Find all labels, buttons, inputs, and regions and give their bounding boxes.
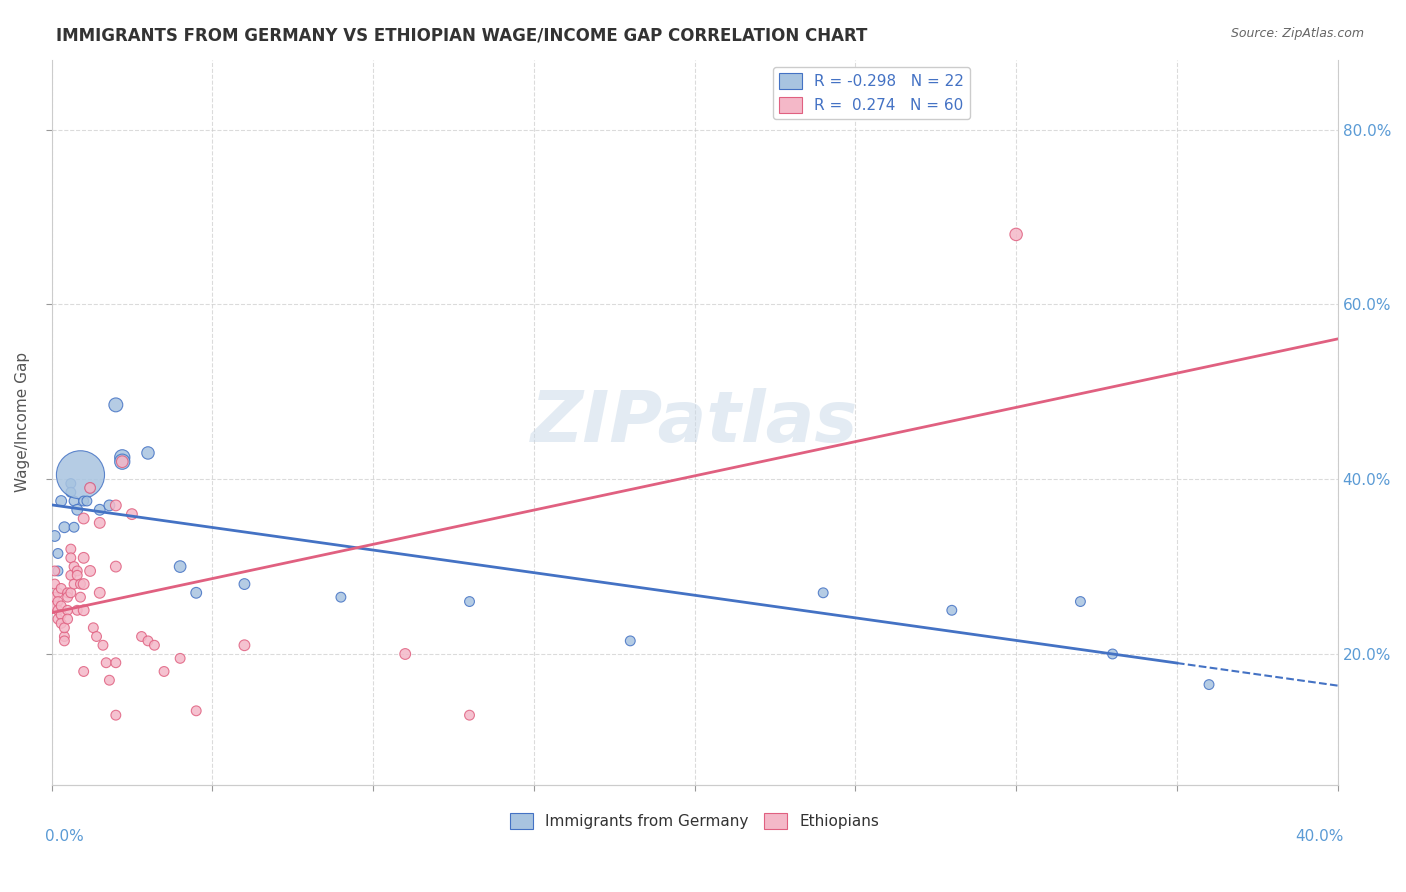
Point [59,568,82,582]
Point [186,704,208,718]
Point [458,708,481,723]
Point [46,594,69,608]
Point [136,446,159,460]
Point [86,630,108,644]
Point [63,520,86,534]
Point [59,476,82,491]
Point [82,621,104,635]
Point [131,630,153,644]
Point [98,673,121,688]
Point [1101,647,1123,661]
Point [53,520,76,534]
Point [153,665,176,679]
Text: 0.0%: 0.0% [45,829,84,844]
Point [91,638,114,652]
Point [76,494,98,508]
Point [73,511,96,525]
Point [46,612,69,626]
Point [51,494,73,508]
Point [51,616,73,631]
Point [73,550,96,565]
Point [63,577,86,591]
Point [89,502,111,516]
Point [46,586,69,600]
Point [104,398,127,412]
Point [111,455,134,469]
Point [233,638,256,652]
Point [329,590,352,604]
Point [69,467,91,482]
Point [66,502,89,516]
Point [89,516,111,530]
Point [1005,227,1028,242]
Point [811,586,834,600]
Point [1198,677,1220,691]
Point [98,499,121,513]
Point [53,630,76,644]
Point [79,481,101,495]
Point [619,633,641,648]
Text: ZIPatlas: ZIPatlas [531,388,858,457]
Point [46,564,69,578]
Point [169,559,191,574]
Point [394,647,416,661]
Legend: Immigrants from Germany, Ethiopians: Immigrants from Germany, Ethiopians [505,807,886,836]
Point [63,559,86,574]
Point [73,577,96,591]
Point [73,665,96,679]
Point [169,651,191,665]
Point [59,550,82,565]
Text: IMMIGRANTS FROM GERMANY VS ETHIOPIAN WAGE/INCOME GAP CORRELATION CHART: IMMIGRANTS FROM GERMANY VS ETHIOPIAN WAG… [56,27,868,45]
Point [233,577,256,591]
Point [51,599,73,613]
Point [1069,594,1091,608]
Point [104,708,127,723]
Point [73,603,96,617]
Point [104,559,127,574]
Point [104,499,127,513]
Point [44,590,66,604]
Point [44,529,66,543]
Point [53,633,76,648]
Y-axis label: Wage/Income Gap: Wage/Income Gap [15,352,30,492]
Point [69,577,91,591]
Point [44,577,66,591]
Text: Source: ZipAtlas.com: Source: ZipAtlas.com [1230,27,1364,40]
Point [136,633,159,648]
Point [56,603,79,617]
Point [56,586,79,600]
Point [69,590,91,604]
Point [44,599,66,613]
Point [66,564,89,578]
Point [56,612,79,626]
Text: 40.0%: 40.0% [1296,829,1344,844]
Point [111,455,134,469]
Point [53,621,76,635]
Point [104,656,127,670]
Point [79,481,101,495]
Point [941,603,963,617]
Point [63,494,86,508]
Point [51,582,73,596]
Point [59,485,82,500]
Point [44,564,66,578]
Point [51,607,73,622]
Point [79,564,101,578]
Point [111,450,134,465]
Point [59,586,82,600]
Point [73,494,96,508]
Point [46,603,69,617]
Point [89,586,111,600]
Point [143,638,166,652]
Point [186,586,208,600]
Point [121,507,143,521]
Point [56,590,79,604]
Point [66,568,89,582]
Point [96,656,118,670]
Point [458,594,481,608]
Point [66,603,89,617]
Point [59,542,82,557]
Point [46,546,69,560]
